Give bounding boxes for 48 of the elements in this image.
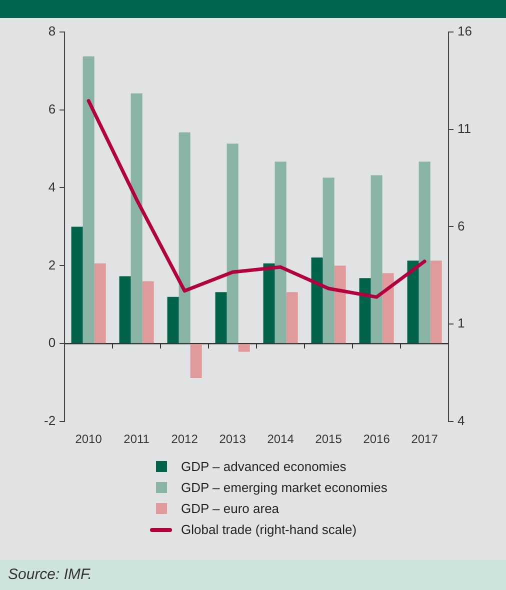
bar xyxy=(82,56,94,344)
bar xyxy=(359,278,371,344)
y-tick-label: 2 xyxy=(48,257,56,272)
legend-label: GDP – euro area xyxy=(181,501,280,516)
legend-label: GDP – emerging market economies xyxy=(181,480,388,495)
y-tick-label: 6 xyxy=(48,101,56,116)
bar xyxy=(370,175,382,344)
y-tick-label: 8 xyxy=(48,23,56,38)
bar xyxy=(286,292,298,344)
bar xyxy=(130,93,142,344)
bar xyxy=(322,178,334,344)
x-tick-label: 2012 xyxy=(171,432,198,446)
x-tick-label: 2011 xyxy=(124,432,150,446)
bar xyxy=(94,263,106,344)
legend-label: GDP – advanced economies xyxy=(181,459,346,474)
bar xyxy=(311,257,323,344)
x-tick-label: 2010 xyxy=(75,432,102,446)
x-tick-label: 2015 xyxy=(315,432,342,446)
bar xyxy=(263,263,275,344)
bar xyxy=(142,281,154,344)
bar xyxy=(274,162,286,344)
x-tick-label: 2016 xyxy=(363,432,390,446)
x-tick-label: 2017 xyxy=(411,432,438,446)
y-tick-label: -2 xyxy=(44,413,56,428)
y2-tick-label: 6 xyxy=(458,218,465,234)
y2-tick-label: 16 xyxy=(458,23,472,38)
bar xyxy=(167,296,179,344)
bar xyxy=(119,276,131,344)
bar xyxy=(334,266,346,344)
legend-label: Global trade (right-hand scale) xyxy=(181,522,357,537)
bar xyxy=(190,344,202,378)
bar xyxy=(215,292,227,344)
y-tick-label: 0 xyxy=(48,335,56,350)
bar xyxy=(71,226,83,344)
bar xyxy=(226,144,238,344)
bar xyxy=(178,132,190,344)
y2-tick-label: 4 xyxy=(458,413,465,428)
bar xyxy=(407,260,419,344)
y-tick-label: 4 xyxy=(48,179,56,194)
bar xyxy=(238,344,250,352)
bar xyxy=(382,273,394,344)
y2-tick-label: 11 xyxy=(458,120,472,136)
source-note: Source: IMF. xyxy=(8,566,92,583)
y2-tick-label: 1 xyxy=(458,316,465,331)
x-tick-label: 2013 xyxy=(219,432,246,446)
bar xyxy=(418,162,430,344)
x-tick-label: 2014 xyxy=(267,432,294,446)
bar xyxy=(430,260,442,344)
